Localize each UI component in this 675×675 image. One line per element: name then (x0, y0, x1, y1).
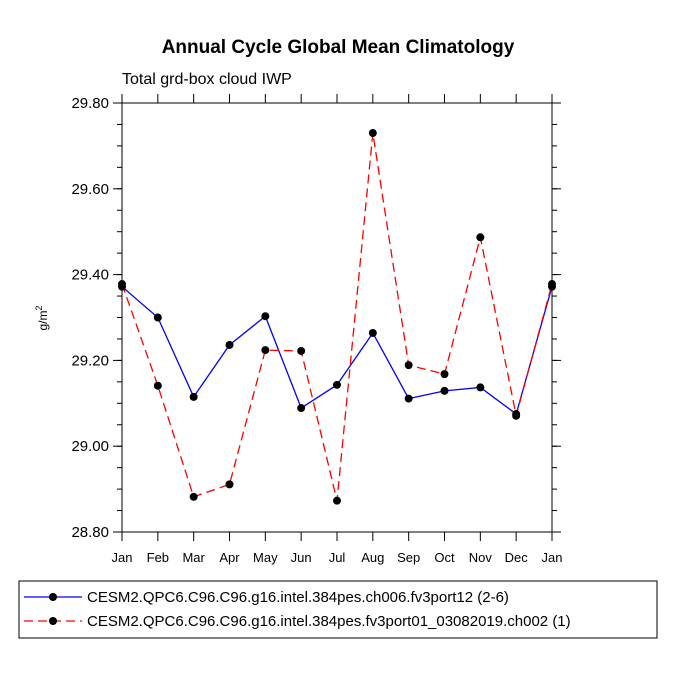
x-tick-label: Jan (542, 550, 563, 565)
x-tick-label: Nov (469, 550, 493, 565)
x-tick-label: Dec (505, 550, 529, 565)
y-axis-label-superscript: 2 (34, 305, 44, 310)
series-line-1 (121, 286, 553, 416)
x-tick-label: Mar (182, 550, 205, 565)
x-tick-label: May (253, 550, 278, 565)
y-tick-label: 29.60 (71, 181, 109, 198)
legend-marker-1 (49, 593, 57, 601)
series-2-point (548, 280, 556, 289)
series-2-point (153, 381, 162, 390)
series-line-2 (121, 132, 553, 501)
series-1-point (261, 312, 270, 321)
x-tick-label: Oct (434, 550, 455, 565)
x-tick-label: Jul (329, 550, 346, 565)
series-2-point (404, 361, 413, 370)
x-tick-label: Jan (112, 550, 133, 565)
legend: CESM2.QPC6.C96.C96.g16.intel.384pes.ch00… (24, 589, 571, 630)
series-2-point (368, 129, 377, 138)
series-2-point (512, 411, 521, 420)
x-tick-label: Apr (219, 550, 240, 565)
y-axis-label-unit: g/m (36, 311, 50, 331)
series-2-point (476, 233, 485, 242)
x-tick-label: Sep (397, 550, 420, 565)
series-1-point (225, 340, 234, 349)
y-tick-label: 29.20 (71, 352, 109, 369)
series-2-point (189, 492, 198, 501)
x-tick-label: Jun (291, 550, 312, 565)
series-2-point (225, 480, 234, 489)
series-1-point (297, 404, 306, 413)
y-tick-label: 29.40 (71, 267, 109, 284)
series-1-point (189, 392, 198, 401)
x-tick-label: Aug (361, 550, 384, 565)
series-2-point (333, 496, 341, 505)
legend-marker-2 (49, 617, 57, 625)
y-tick-label: 29.80 (71, 95, 109, 112)
series-2-point (440, 370, 449, 379)
series-2-point (297, 346, 306, 355)
series-1-point (333, 380, 341, 389)
legend-label-1: CESM2.QPC6.C96.C96.g16.intel.384pes.ch00… (87, 589, 509, 606)
series-1-point (440, 386, 449, 395)
series-group (118, 129, 556, 505)
series-2-point (118, 280, 126, 289)
legend-box (18, 580, 658, 639)
plot-frame (121, 102, 553, 533)
y-tick-label: 29.00 (71, 438, 109, 455)
series-1-point (404, 394, 413, 403)
series-2-point (261, 346, 270, 355)
chart-title: Annual Cycle Global Mean Climatology (162, 37, 515, 58)
series-1-point (368, 328, 377, 337)
x-tick-label: Feb (147, 550, 169, 565)
legend-label-2: CESM2.QPC6.C96.C96.g16.intel.384pes.fv3p… (87, 613, 571, 630)
y-axis-label: g/m2 (34, 305, 50, 330)
axes-group: 28.80 29.00 29.20 29.40 29.60 29.80 Jan Feb Mar A… (71, 94, 562, 565)
series-1-point (476, 383, 485, 392)
chart-subtitle: Total grd-box cloud IWP (122, 71, 292, 88)
y-tick-label: 28.80 (71, 524, 109, 541)
series-1-point (153, 313, 162, 322)
